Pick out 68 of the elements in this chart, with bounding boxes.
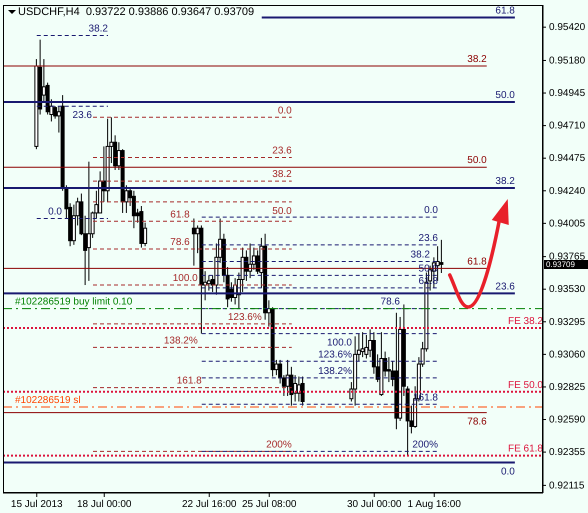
y-tick-label: 0.92115 [549, 480, 585, 492]
series-label: 100.0 [326, 338, 352, 349]
series-label: 38.2 [410, 249, 430, 260]
y-tick-label: 0.95180 [549, 55, 586, 66]
series-label: 23.6 [418, 232, 438, 244]
series-label: 0.0 [424, 205, 438, 216]
y-tick-label: 0.93530 [549, 284, 586, 296]
series-label: 161.8 [176, 376, 202, 387]
series-label: 100.0 [172, 273, 198, 284]
series-label: 38.2 [495, 176, 516, 187]
x-tick-label: 1 Aug 16:00 [408, 499, 462, 510]
series-label: 38.2 [467, 54, 488, 65]
series-label: 200% [266, 439, 292, 450]
series-label: 38.2 [88, 24, 108, 34]
candlestick [286, 359, 290, 396]
candlestick [439, 239, 444, 274]
series-label: 138.2% [318, 366, 352, 377]
y-tick-label: 0.95420 [549, 22, 586, 34]
series-label: 61.8 [170, 209, 190, 220]
y-tick-label: 0.94005 [549, 218, 586, 230]
series-label: #102286519 buy limit 0.10 [15, 296, 133, 308]
y-tick-label: 0.92825 [549, 382, 586, 393]
y-tick-label: 0.93060 [549, 349, 586, 360]
y-tick-label: 0.92590 [549, 414, 586, 426]
candlestick [256, 250, 260, 274]
series-label: 50.0 [467, 155, 488, 166]
series-label: FE 61.8 [508, 444, 544, 455]
candlestick [300, 376, 305, 406]
series-label: 50.0 [495, 90, 516, 102]
candlestick [293, 374, 298, 402]
series-label: 78.6 [380, 296, 400, 308]
series-label: 0.0 [500, 466, 516, 478]
y-tick-label: 0.94945 [549, 88, 586, 100]
series-label: 23.6 [272, 146, 292, 156]
series-label: 23.6 [72, 110, 92, 122]
series-label: 23.6 [495, 281, 516, 292]
x-tick-label: 22 Jul 16:00 [182, 499, 237, 510]
candlestick [360, 332, 365, 358]
series-label: #102286519 sl [15, 395, 81, 406]
series-label: 0.0 [48, 206, 62, 218]
series-label: 138.2% [164, 335, 198, 346]
y-tick-label: 0.93295 [549, 316, 586, 328]
series-label: 123.6% [318, 349, 352, 360]
series-label: 38.2 [272, 169, 292, 180]
series-label: FE 50.0 [508, 380, 544, 391]
series-label: 0.0 [278, 105, 292, 116]
y-tick-label: 0.94475 [549, 153, 586, 164]
candlestick [132, 190, 136, 229]
x-tick-label: 18 Jul 00:00 [77, 499, 132, 510]
candlestick [386, 356, 391, 383]
candlestick [86, 161, 91, 282]
series-label: 61.8 [467, 256, 488, 268]
series-label: 123.6% [228, 312, 262, 323]
x-tick-label: 25 Jul 08:00 [242, 499, 297, 510]
chart-title: USDCHF,H4 0.93722 0.93886 0.93647 0.93709 [18, 6, 254, 19]
x-tick-label: 30 Jul 00:00 [347, 499, 402, 510]
y-tick-label: 0.94710 [549, 120, 586, 132]
x-tick-label: 15 Jul 2013 [10, 499, 64, 510]
series-label: 78.6 [467, 416, 488, 428]
y-tick-label: 0.92355 [549, 447, 586, 458]
candlestick [192, 218, 196, 266]
series-label: 78.6 [170, 237, 190, 248]
series-label: 50.0 [272, 206, 292, 217]
series-label: 200% [412, 439, 438, 450]
y-tick-label: 0.94240 [549, 186, 586, 197]
series-label: FE 38.2 [508, 316, 544, 328]
text: 0.93709 [544, 260, 588, 270]
series-label: 61.8 [495, 5, 516, 16]
